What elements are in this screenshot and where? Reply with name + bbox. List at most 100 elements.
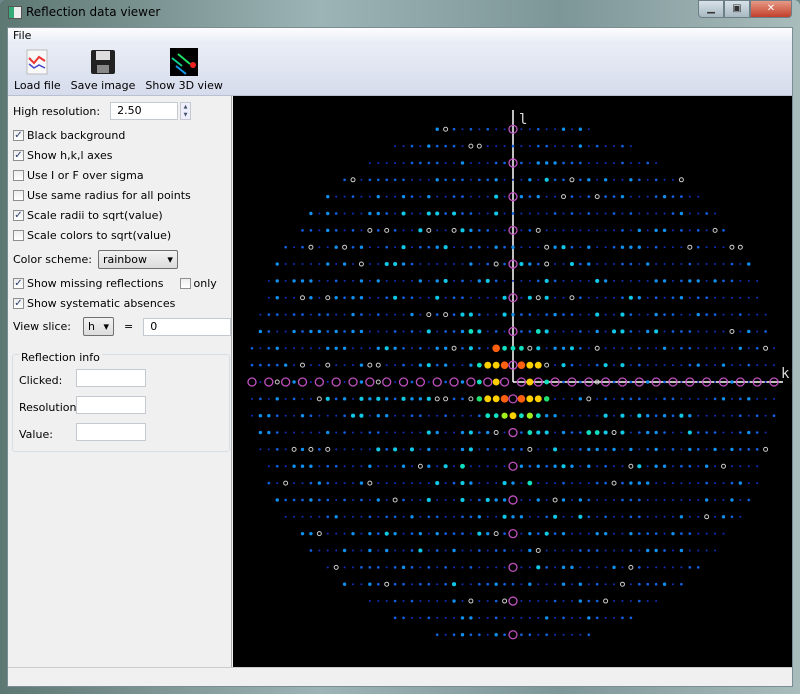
reflection-point[interactable]: [755, 448, 759, 451]
reflection-point[interactable]: [570, 330, 573, 333]
systematic-absence[interactable]: [550, 377, 560, 387]
reflection-point[interactable]: [646, 481, 650, 485]
reflection-point[interactable]: [368, 263, 371, 266]
reflection-point[interactable]: [612, 245, 616, 249]
reflection-point[interactable]: [713, 313, 717, 316]
reflection-point[interactable]: [596, 397, 599, 400]
missing-reflection[interactable]: [417, 463, 423, 469]
reflection-point[interactable]: [427, 194, 431, 199]
reflection-point[interactable]: [570, 633, 573, 636]
reflection-point[interactable]: [461, 414, 464, 417]
reflection-point[interactable]: [570, 212, 574, 215]
reflection-point[interactable]: [318, 364, 321, 367]
reflection-point[interactable]: [343, 431, 346, 434]
reflection-point[interactable]: [646, 347, 649, 350]
reflection-point[interactable]: [638, 279, 641, 282]
reflection-point[interactable]: [662, 194, 667, 199]
reflection-point[interactable]: [637, 481, 641, 485]
reflection-point[interactable]: [343, 465, 346, 468]
reflection-point[interactable]: [537, 313, 540, 316]
reflection-point[interactable]: [494, 549, 498, 552]
reflection-point[interactable]: [444, 178, 447, 182]
reflection-point[interactable]: [377, 515, 380, 518]
reflection-point[interactable]: [502, 498, 507, 502]
reflection-point[interactable]: [394, 482, 397, 485]
reflection-point[interactable]: [453, 498, 456, 501]
reflection-point[interactable]: [520, 633, 523, 637]
reflection-point[interactable]: [704, 498, 709, 502]
reflection-point[interactable]: [267, 430, 271, 435]
reflection-point[interactable]: [517, 361, 526, 369]
reflection-point[interactable]: [578, 397, 583, 401]
reflection-point[interactable]: [705, 246, 708, 249]
reflection-point[interactable]: [543, 396, 550, 402]
reflection-point[interactable]: [309, 549, 313, 552]
reflection-point[interactable]: [739, 263, 742, 266]
reflection-point[interactable]: [301, 347, 304, 350]
reflection-point[interactable]: [444, 263, 447, 266]
reflection-point[interactable]: [570, 616, 573, 619]
reflection-point[interactable]: [436, 330, 439, 333]
reflection-point[interactable]: [621, 616, 624, 620]
reflection-point[interactable]: [612, 212, 616, 215]
reflection-point[interactable]: [629, 531, 633, 536]
reflection-point[interactable]: [595, 278, 600, 283]
reflection-point[interactable]: [637, 228, 641, 233]
reflection-point[interactable]: [293, 515, 296, 518]
reflection-point[interactable]: [334, 464, 338, 468]
reflection-point[interactable]: [326, 464, 330, 468]
reflection-point[interactable]: [705, 532, 708, 535]
reflection-point[interactable]: [334, 212, 338, 215]
reflection-point[interactable]: [460, 616, 465, 620]
reflection-point[interactable]: [343, 178, 346, 182]
color-scheme-select[interactable]: rainbow ▾: [97, 250, 178, 269]
reflection-point[interactable]: [595, 549, 599, 552]
reflection-point[interactable]: [435, 633, 439, 637]
reflection-point[interactable]: [385, 448, 389, 451]
reflection-point[interactable]: [545, 347, 548, 350]
reflection-point[interactable]: [478, 212, 481, 215]
reflection-point[interactable]: [570, 549, 573, 552]
reflection-point[interactable]: [595, 616, 599, 620]
reflection-point[interactable]: [512, 178, 514, 181]
reflection-point[interactable]: [637, 431, 641, 434]
reflection-point[interactable]: [595, 531, 599, 536]
reflection-point[interactable]: [461, 296, 464, 300]
reflection-point[interactable]: [318, 431, 321, 434]
reflection-point[interactable]: [436, 583, 439, 586]
reflection-point[interactable]: [275, 346, 279, 350]
reflection-point[interactable]: [747, 414, 750, 417]
reflection-point[interactable]: [368, 448, 371, 451]
reflection-point[interactable]: [680, 532, 683, 535]
reflection-point[interactable]: [621, 347, 624, 350]
reflection-point[interactable]: [654, 447, 658, 452]
systematic-absence[interactable]: [508, 495, 518, 505]
reflection-point[interactable]: [300, 447, 305, 452]
reflection-point[interactable]: [570, 464, 574, 468]
reflection-point[interactable]: [267, 279, 270, 282]
reflection-point[interactable]: [368, 313, 371, 316]
systematic-absence[interactable]: [718, 377, 729, 387]
reflection-point[interactable]: [654, 532, 658, 535]
reflection-point[interactable]: [714, 414, 717, 417]
reflection-point[interactable]: [680, 431, 683, 434]
reflection-point[interactable]: [444, 212, 447, 215]
reflection-point[interactable]: [486, 246, 489, 249]
reflection-point[interactable]: [477, 313, 481, 316]
missing-reflection[interactable]: [316, 531, 322, 537]
reflection-point[interactable]: [688, 346, 692, 350]
reflection-point[interactable]: [705, 397, 708, 400]
reflection-point[interactable]: [714, 532, 717, 535]
reflection-point[interactable]: [646, 161, 650, 165]
missing-reflection[interactable]: [561, 194, 567, 200]
reflection-point[interactable]: [620, 312, 625, 317]
systematic-absence[interactable]: [584, 377, 594, 387]
reflection-point[interactable]: [587, 279, 590, 282]
reflection-point[interactable]: [460, 161, 465, 165]
reflection-point[interactable]: [688, 464, 692, 468]
reflection-point[interactable]: [376, 532, 380, 535]
reflection-point[interactable]: [520, 212, 523, 215]
reflection-point[interactable]: [570, 600, 573, 603]
reflection-point[interactable]: [579, 616, 582, 619]
reflection-point[interactable]: [453, 161, 456, 164]
